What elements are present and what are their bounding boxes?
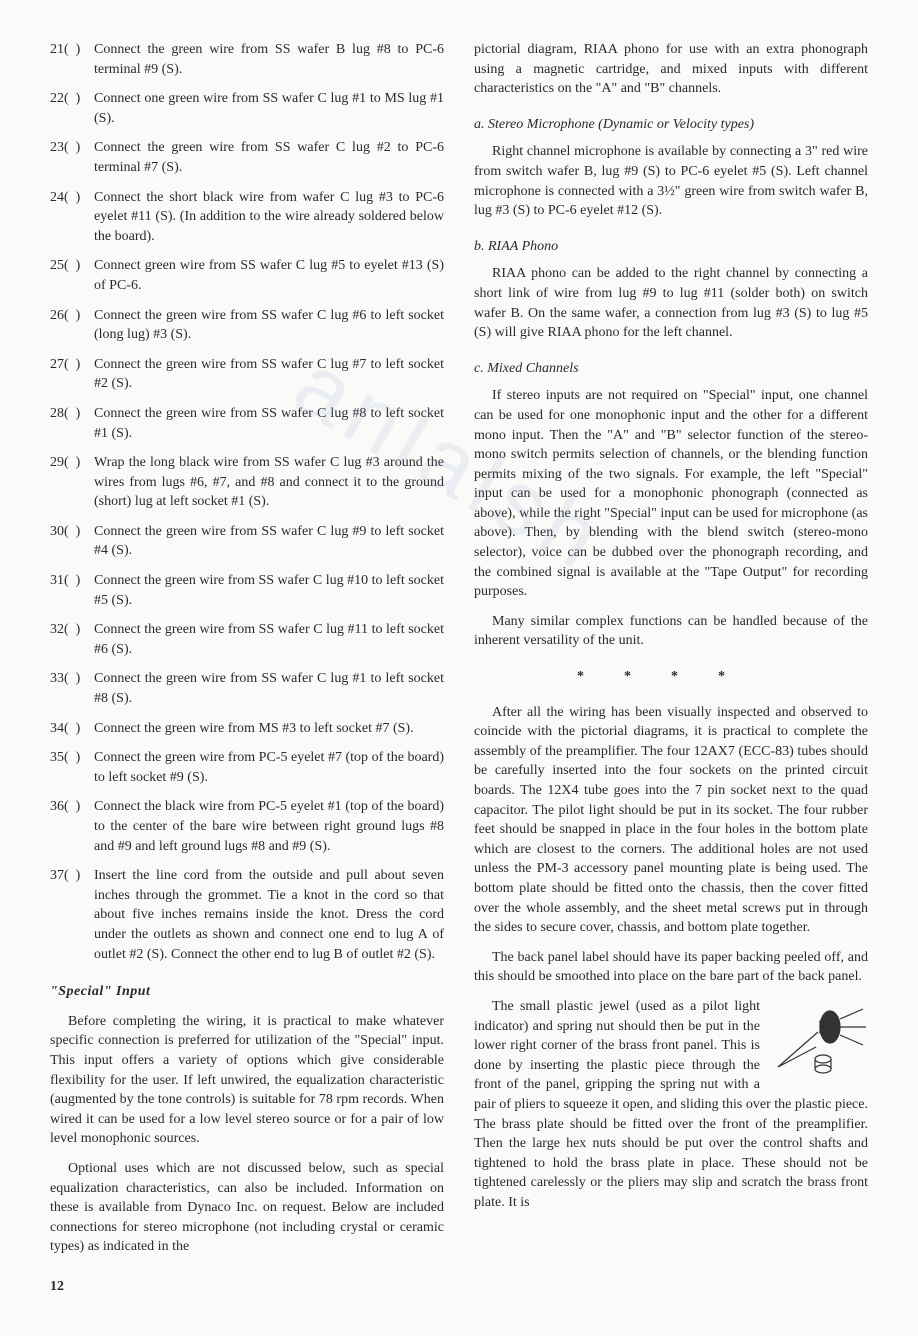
step-text: Connect the green wire from SS wafer C l… bbox=[94, 404, 444, 443]
step-number: 33( ) bbox=[50, 669, 94, 708]
step-text: Connect the green wire from SS wafer C l… bbox=[94, 669, 444, 708]
step-text: Connect green wire from SS wafer C lug #… bbox=[94, 256, 444, 295]
section-c-heading: c. Mixed Channels bbox=[474, 359, 868, 379]
assembly-step: 34( )Connect the green wire from MS #3 t… bbox=[50, 719, 444, 739]
assembly-step: 33( )Connect the green wire from SS wafe… bbox=[50, 669, 444, 708]
step-number: 27( ) bbox=[50, 355, 94, 394]
step-number: 34( ) bbox=[50, 719, 94, 739]
left-column: 21( )Connect the green wire from SS wafe… bbox=[50, 40, 444, 1296]
step-text: Wrap the long black wire from SS wafer C… bbox=[94, 453, 444, 512]
step-number: 32( ) bbox=[50, 620, 94, 659]
step-number: 25( ) bbox=[50, 256, 94, 295]
special-input-p1: Before completing the wiring, it is prac… bbox=[50, 1012, 444, 1149]
step-text: Connect the green wire from MS #3 to lef… bbox=[94, 719, 444, 739]
step-text: Connect the green wire from SS wafer C l… bbox=[94, 522, 444, 561]
assembly-step: 21( )Connect the green wire from SS wafe… bbox=[50, 40, 444, 79]
step-number: 30( ) bbox=[50, 522, 94, 561]
special-input-p2: Optional uses which are not discussed be… bbox=[50, 1159, 444, 1257]
section-b-body: RIAA phono can be added to the right cha… bbox=[474, 264, 868, 342]
step-text: Connect the green wire from SS wafer C l… bbox=[94, 571, 444, 610]
assembly-step: 26( )Connect the green wire from SS wafe… bbox=[50, 306, 444, 345]
two-column-layout: 21( )Connect the green wire from SS wafe… bbox=[50, 40, 868, 1296]
step-number: 21( ) bbox=[50, 40, 94, 79]
assembly-p3: The small plastic jewel (used as a pilot… bbox=[474, 997, 868, 1213]
assembly-step: 27( )Connect the green wire from SS wafe… bbox=[50, 355, 444, 394]
step-number: 36( ) bbox=[50, 797, 94, 856]
assembly-step: 30( )Connect the green wire from SS wafe… bbox=[50, 522, 444, 561]
assembly-step: 35( )Connect the green wire from PC-5 ey… bbox=[50, 748, 444, 787]
assembly-step: 32( )Connect the green wire from SS wafe… bbox=[50, 620, 444, 659]
section-divider-stars: **** bbox=[474, 667, 868, 687]
steps-list: 21( )Connect the green wire from SS wafe… bbox=[50, 40, 444, 964]
section-a-body: Right channel microphone is available by… bbox=[474, 142, 868, 220]
section-b-heading: b. RIAA Phono bbox=[474, 237, 868, 257]
step-number: 22( ) bbox=[50, 89, 94, 128]
assembly-step: 22( )Connect one green wire from SS wafe… bbox=[50, 89, 444, 128]
step-text: Connect the green wire from SS wafer C l… bbox=[94, 620, 444, 659]
step-number: 29( ) bbox=[50, 453, 94, 512]
step-text: Insert the line cord from the outside an… bbox=[94, 866, 444, 964]
assembly-step: 23( )Connect the green wire from SS wafe… bbox=[50, 138, 444, 177]
step-number: 23( ) bbox=[50, 138, 94, 177]
pilot-jewel-illustration bbox=[768, 997, 868, 1077]
assembly-step: 31( )Connect the green wire from SS wafe… bbox=[50, 571, 444, 610]
assembly-step: 24( )Connect the short black wire from w… bbox=[50, 188, 444, 247]
step-text: Connect the green wire from PC-5 eyelet … bbox=[94, 748, 444, 787]
step-text: Connect one green wire from SS wafer C l… bbox=[94, 89, 444, 128]
assembly-step: 25( )Connect green wire from SS wafer C … bbox=[50, 256, 444, 295]
section-a-heading: a. Stereo Microphone (Dynamic or Velocit… bbox=[474, 115, 868, 135]
step-number: 37( ) bbox=[50, 866, 94, 964]
step-text: Connect the green wire from SS wafer C l… bbox=[94, 306, 444, 345]
assembly-step: 28( )Connect the green wire from SS wafe… bbox=[50, 404, 444, 443]
assembly-step: 37( )Insert the line cord from the outsi… bbox=[50, 866, 444, 964]
section-c-p2: Many similar complex functions can be ha… bbox=[474, 612, 868, 651]
step-number: 26( ) bbox=[50, 306, 94, 345]
assembly-step: 36( )Connect the black wire from PC-5 ey… bbox=[50, 797, 444, 856]
step-text: Connect the green wire from SS wafer C l… bbox=[94, 355, 444, 394]
step-text: Connect the green wire from SS wafer C l… bbox=[94, 138, 444, 177]
step-number: 28( ) bbox=[50, 404, 94, 443]
step-number: 31( ) bbox=[50, 571, 94, 610]
right-intro: pictorial diagram, RIAA phono for use wi… bbox=[474, 40, 868, 99]
page-number: 12 bbox=[50, 1277, 444, 1297]
step-text: Connect the short black wire from wafer … bbox=[94, 188, 444, 247]
section-c-p1: If stereo inputs are not required on "Sp… bbox=[474, 386, 868, 602]
special-input-heading: "Special" Input bbox=[50, 982, 444, 1002]
assembly-p2: The back panel label should have its pap… bbox=[474, 948, 868, 987]
right-column: pictorial diagram, RIAA phono for use wi… bbox=[474, 40, 868, 1296]
assembly-step: 29( )Wrap the long black wire from SS wa… bbox=[50, 453, 444, 512]
assembly-p1: After all the wiring has been visually i… bbox=[474, 703, 868, 938]
step-number: 24( ) bbox=[50, 188, 94, 247]
step-number: 35( ) bbox=[50, 748, 94, 787]
step-text: Connect the black wire from PC-5 eyelet … bbox=[94, 797, 444, 856]
step-text: Connect the green wire from SS wafer B l… bbox=[94, 40, 444, 79]
